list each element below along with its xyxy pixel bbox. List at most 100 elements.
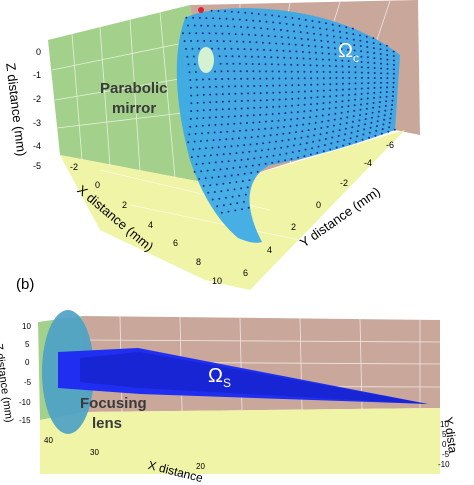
- surface-point: [328, 113, 330, 116]
- surface-point: [257, 128, 260, 131]
- surface-point: [329, 71, 331, 73]
- surface-point: [261, 149, 263, 152]
- surface-point: [372, 101, 375, 104]
- surface-point: [207, 131, 210, 134]
- surface-point: [386, 49, 389, 52]
- surface-point: [240, 26, 243, 28]
- surface-point: [264, 63, 267, 66]
- surface-point: [383, 114, 386, 117]
- surface-point: [300, 136, 303, 139]
- surface-point: [357, 124, 360, 127]
- surface-point: [302, 117, 305, 119]
- surface-point: [270, 56, 273, 59]
- surface-point: [218, 197, 221, 200]
- surface-point: [215, 32, 217, 35]
- surface-point: [192, 16, 195, 19]
- surface-point: [231, 55, 234, 58]
- panel-a-z-tick: -5: [33, 161, 42, 171]
- surface-point: [297, 104, 300, 107]
- surface-point: [219, 168, 222, 171]
- surface-point: [367, 71, 370, 74]
- surface-point: [284, 77, 287, 80]
- panel-b-x-tick: 30: [90, 448, 99, 457]
- surface-point: [227, 115, 230, 118]
- surface-point: [259, 92, 262, 95]
- surface-point: [322, 95, 325, 98]
- surface-point: [253, 85, 256, 87]
- surface-point: [303, 110, 306, 113]
- surface-point: [325, 22, 327, 25]
- surface-point: [224, 47, 226, 50]
- surface-point: [251, 128, 254, 131]
- surface-point: [276, 133, 278, 136]
- surface-point: [256, 135, 259, 138]
- surface-point: [309, 116, 312, 119]
- surface-point: [360, 92, 363, 95]
- panel-a-y-tick: 2: [291, 222, 297, 232]
- surface-point: [196, 94, 199, 97]
- surface-point: [299, 143, 302, 146]
- surface-point: [235, 181, 238, 183]
- panel-b-y-tick: 0: [442, 440, 447, 449]
- surface-point: [283, 56, 286, 59]
- surface-point: [278, 98, 281, 101]
- surface-point: [281, 139, 284, 142]
- surface-point: [320, 127, 323, 129]
- surface-point: [345, 122, 348, 125]
- surface-point: [339, 123, 342, 126]
- surface-point: [335, 88, 338, 91]
- surface-point: [271, 14, 274, 17]
- surface-point: [390, 108, 393, 111]
- surface-point: [269, 49, 272, 52]
- surface-point: [390, 112, 392, 115]
- surface-point: [341, 65, 344, 68]
- surface-point: [311, 20, 314, 22]
- surface-point: [314, 121, 317, 124]
- surface-point: [338, 24, 341, 27]
- surface-point: [310, 77, 313, 80]
- surface-point: [213, 24, 216, 27]
- surface-point: [233, 188, 236, 191]
- surface-point: [200, 24, 203, 27]
- surface-point: [386, 81, 389, 84]
- surface-point: [301, 44, 304, 47]
- surface-point: [205, 17, 208, 20]
- surface-point: [366, 56, 369, 59]
- surface-point: [221, 160, 224, 163]
- surface-point: [253, 106, 256, 109]
- surface-point: [277, 15, 280, 18]
- surface-point: [378, 101, 381, 104]
- surface-point: [204, 177, 207, 180]
- surface-point: [247, 99, 250, 102]
- surface-point: [322, 89, 325, 92]
- surface-point: [271, 120, 274, 123]
- surface-point: [367, 82, 370, 85]
- surface-point: [227, 85, 230, 88]
- surface-point: [253, 157, 256, 160]
- surface-point: [221, 85, 224, 88]
- surface-point: [234, 33, 237, 36]
- surface-point: [231, 195, 234, 198]
- surface-point: [360, 66, 363, 69]
- surface-point: [306, 31, 309, 34]
- surface-point: [242, 40, 245, 43]
- surface-point: [291, 91, 294, 94]
- surface-point: [209, 93, 212, 96]
- surface-point: [346, 43, 349, 46]
- surface-point: [259, 84, 262, 87]
- surface-point: [208, 32, 211, 35]
- surface-point: [341, 82, 344, 85]
- surface-point: [322, 150, 325, 153]
- surface-point: [298, 17, 301, 20]
- surface-point: [291, 84, 294, 87]
- surface-point: [299, 31, 302, 34]
- surface-point: [234, 159, 236, 162]
- surface-point: [194, 132, 197, 135]
- surface-point: [263, 56, 266, 58]
- surface-point: [392, 50, 395, 53]
- surface-point: [215, 101, 218, 103]
- surface-point: [206, 24, 209, 27]
- surface-point: [315, 58, 318, 61]
- surface-point: [340, 117, 342, 120]
- surface-point: [220, 190, 223, 193]
